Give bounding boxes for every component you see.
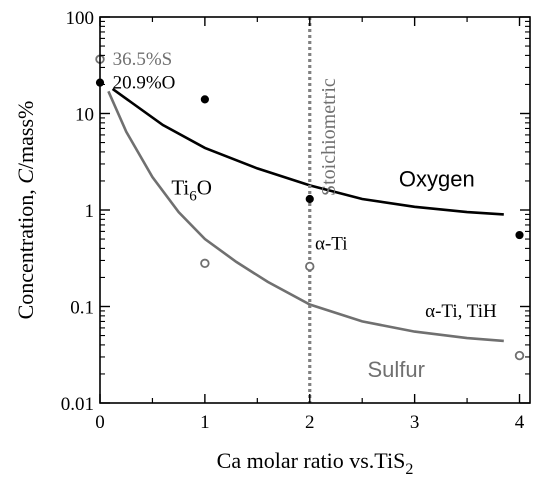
x-tick-label: 0 — [95, 412, 105, 433]
sulfur-curve-label: Sulfur — [367, 357, 424, 382]
oxygen-curve-label: Oxygen — [399, 167, 475, 192]
annotation-label: 20.9%O — [113, 73, 176, 94]
sulfur-curve — [107, 90, 504, 343]
annotation-label: α-Ti, TiH — [425, 301, 497, 322]
y-tick-label: 0.01 — [61, 394, 94, 415]
oxygen-point — [305, 194, 314, 204]
annotation-label: 36.5%S — [113, 49, 173, 70]
x-axis-label-subscript: 2 — [405, 461, 413, 478]
y-axis-label-prefix: Concentration, — [13, 184, 38, 320]
annotation-label: α-Ti — [315, 233, 348, 254]
y-axis-label: Concentration, C/mass% — [13, 101, 38, 320]
y-axis-label-suffix: /mass% — [13, 101, 38, 169]
x-tick-label: 4 — [515, 412, 525, 433]
y-axis-label-italic: C — [13, 169, 38, 184]
x-axis-label-main: Ca molar ratio vs.TiS — [217, 448, 406, 473]
oxygen-curve — [111, 87, 504, 216]
y-tick-label: 1 — [85, 201, 95, 222]
x-tick-label: 1 — [200, 412, 210, 433]
stoichiometric-label: Stoichiometric — [318, 78, 340, 196]
phase-main: Ti — [171, 175, 189, 199]
y-tick-label: 100 — [66, 8, 95, 29]
phase-tail: O — [197, 175, 212, 199]
phase-subscript: 6 — [189, 188, 197, 204]
stoichiometric-line-group: Stoichiometric — [308, 17, 340, 403]
sulfur-point — [514, 350, 525, 361]
sulfur-point — [200, 258, 210, 269]
x-tick-label: 2 — [305, 412, 315, 433]
fit-curves — [107, 87, 504, 343]
phase-label-ti6o: Ti6O — [171, 175, 212, 204]
x-tick-label: 3 — [410, 412, 420, 433]
y-tick-label: 0.1 — [70, 298, 94, 319]
oxygen-point — [515, 230, 524, 240]
y-tick-label: 10 — [75, 105, 94, 126]
oxygen-point — [200, 95, 209, 104]
chart-labels: 36.5%S 20.9%O α-Ti α-Ti, TiH Ti6O Oxygen Sulfu… — [113, 49, 497, 382]
x-axis-label: Ca molar ratio vs.TiS2 — [217, 448, 414, 478]
sulfur-point — [305, 261, 315, 272]
